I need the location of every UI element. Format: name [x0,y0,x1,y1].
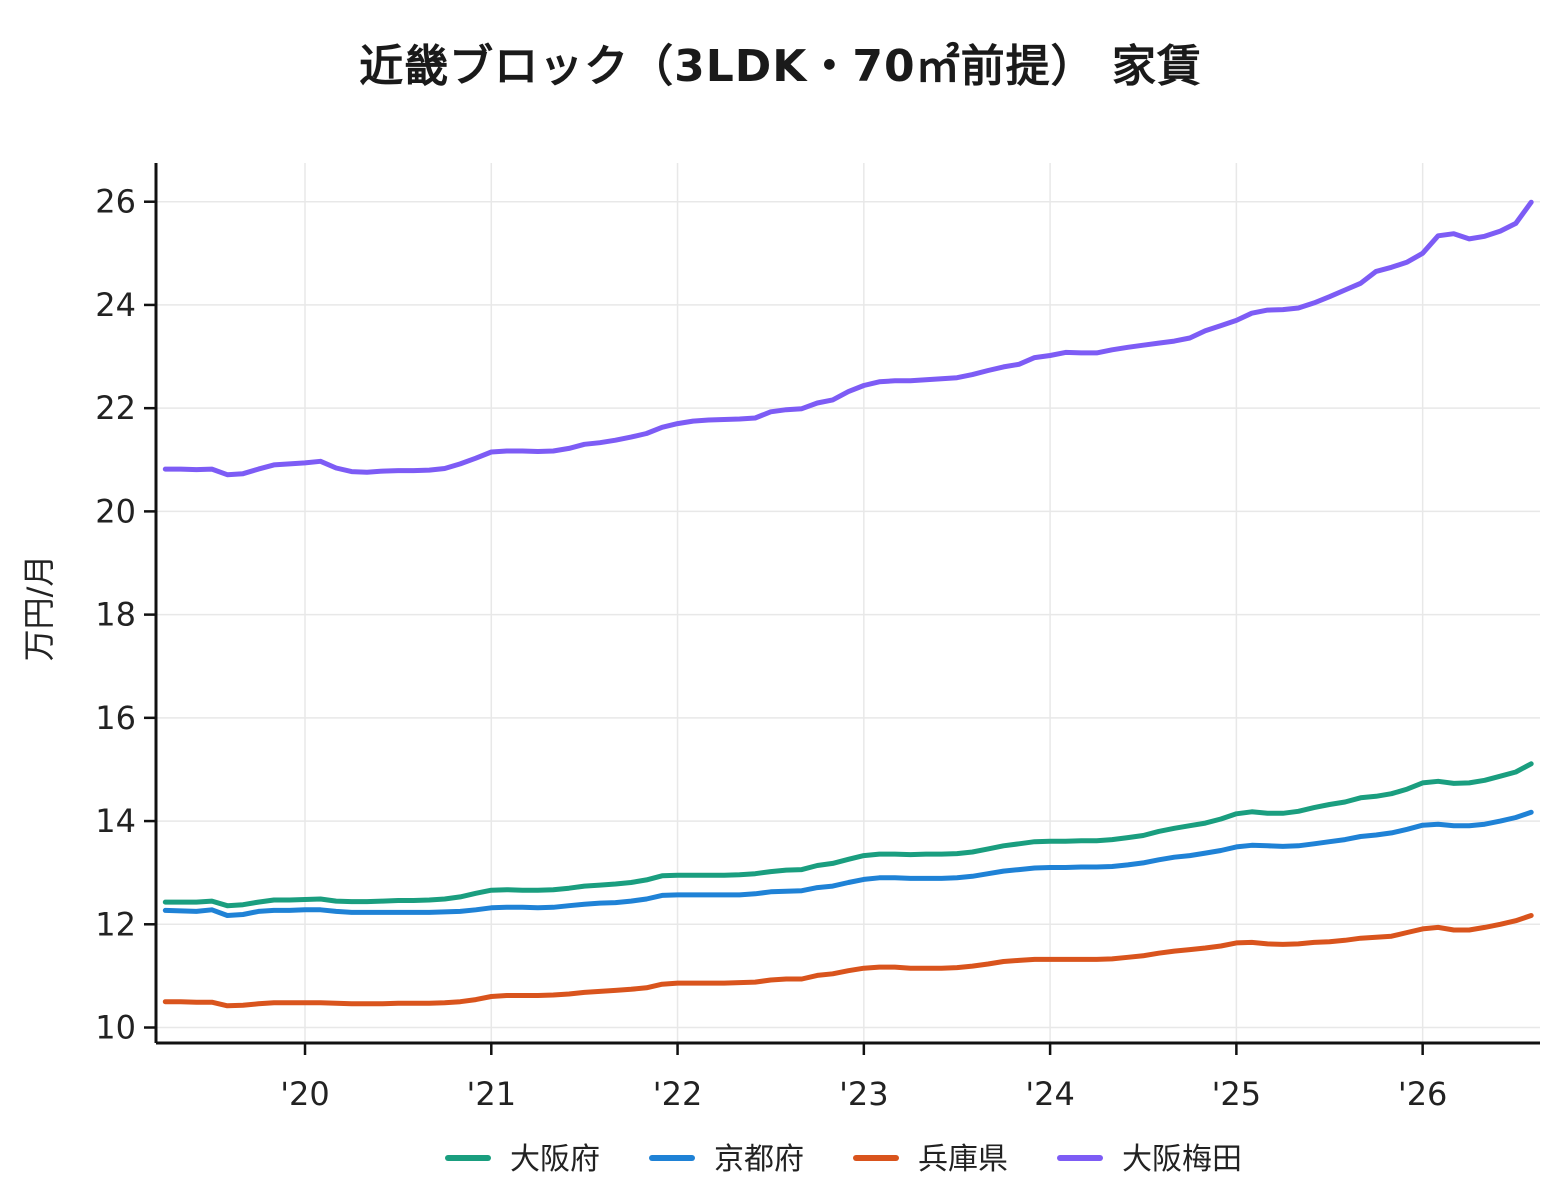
x-tick-label: '22 [653,1075,703,1113]
series-line-1 [162,809,1534,918]
axes [154,163,1540,1045]
y-tick-label: 20 [95,492,136,530]
x-ticks: '20 '21 '22 '23 '24 '25 '26 [280,1043,1447,1113]
grid-lines [156,163,1540,1043]
x-tick-label: '25 [1212,1075,1262,1113]
legend-label: 兵庫県 [918,1142,1008,1177]
x-tick-label: '21 [467,1075,517,1113]
y-ticks: 10 12 14 16 18 20 22 24 26 [95,183,156,1047]
series-lines [162,199,1534,1009]
y-tick-label: 26 [95,183,136,221]
series-line-3 [162,199,1534,478]
y-axis-label: 万円/月 [20,555,58,662]
chart-title: 近畿ブロック（3LDK・70㎡前提） 家賃 [359,41,1202,92]
y-tick-label: 18 [95,596,136,634]
y-tick-label: 24 [95,286,136,324]
x-tick-label: '20 [280,1075,330,1113]
x-tick-label: '26 [1398,1075,1448,1113]
y-tick-label: 14 [95,802,136,840]
legend-label: 京都府 [714,1142,804,1177]
series-line-2 [162,913,1534,1009]
legend-label: 大阪府 [510,1142,600,1177]
y-tick-label: 10 [95,1009,136,1047]
y-tick-label: 22 [95,389,136,427]
legend-label: 大阪梅田 [1122,1142,1242,1177]
legend: 大阪府 京都府 兵庫県 大阪梅田 [445,1142,1242,1177]
y-tick-label: 12 [95,905,136,943]
y-tick-label: 16 [95,699,136,737]
x-tick-label: '23 [839,1075,889,1113]
series-line-0 [162,761,1534,909]
x-tick-label: '24 [1025,1075,1075,1113]
